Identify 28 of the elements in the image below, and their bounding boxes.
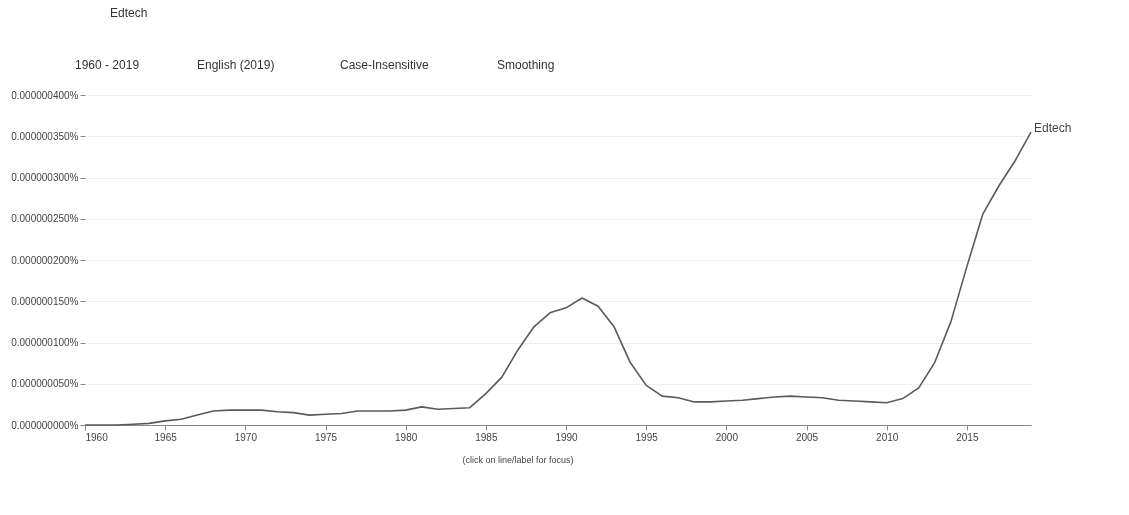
x-tick-label: 1965 bbox=[154, 431, 178, 443]
text: Case-Insensitive bbox=[340, 58, 430, 72]
x-tick-label: 1995 bbox=[635, 431, 659, 443]
x-tick-label: 1980 bbox=[395, 431, 418, 443]
series-label: Edtech bbox=[1034, 121, 1072, 136]
y-tick-label: 0.000000200% bbox=[11, 254, 79, 266]
text: English (2019) bbox=[197, 58, 275, 72]
text: (click on line/label for focus) bbox=[462, 455, 574, 465]
y-tick-label: 0.000000250% bbox=[11, 213, 79, 225]
y-tick-label: 0.000000300% bbox=[11, 172, 79, 183]
x-tick-label: 2000 bbox=[715, 431, 739, 443]
y-tick-label: 0.000000400% bbox=[11, 89, 79, 101]
x-tick-label: 1975 bbox=[314, 431, 338, 443]
y-tick-label: 0.000000100% bbox=[11, 337, 79, 348]
y-tick-label: 0.000000350% bbox=[11, 130, 79, 142]
text: Edtech bbox=[110, 6, 148, 20]
x-tick-label: 2015 bbox=[956, 431, 979, 443]
x-tick-label: 1970 bbox=[234, 431, 258, 443]
x-tick-label: 1990 bbox=[555, 431, 579, 443]
y-tick-label: 0.000000150% bbox=[11, 295, 79, 307]
y-tick-label: 0.000000000% bbox=[11, 419, 79, 431]
x-tick-label: 1985 bbox=[475, 431, 498, 443]
text: 1960 - 2019 bbox=[75, 58, 140, 72]
y-tick-label: 0.000000050% bbox=[11, 378, 79, 390]
x-tick-label: 1960 bbox=[85, 431, 109, 443]
text: Smoothing bbox=[497, 58, 555, 72]
x-tick-label: 2005 bbox=[795, 431, 819, 443]
x-tick-label: 2010 bbox=[876, 431, 899, 443]
